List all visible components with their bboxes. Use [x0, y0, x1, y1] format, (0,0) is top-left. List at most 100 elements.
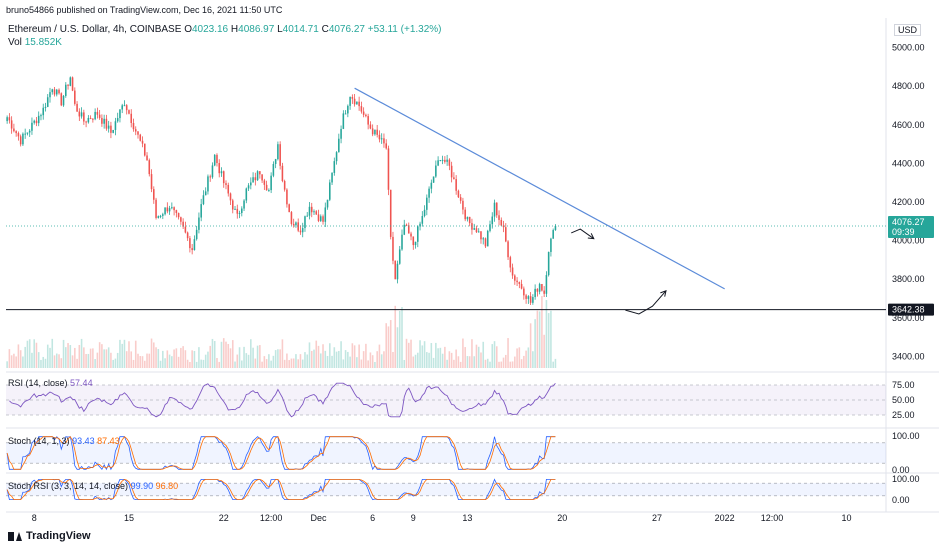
volume-bar: [155, 347, 157, 368]
candle-body: [380, 138, 383, 140]
candle-body: [103, 118, 105, 124]
volume-bar: [511, 361, 514, 368]
candle-body: [462, 200, 464, 210]
candle-body: [435, 165, 437, 177]
rsi-line: [9, 382, 556, 418]
candle-body: [130, 113, 133, 124]
volume-bar: [421, 345, 424, 368]
volume-bar: [125, 351, 128, 368]
currency-badge[interactable]: USD: [893, 24, 921, 36]
candle-body: [10, 120, 13, 129]
candle-body: [137, 131, 139, 135]
candle-body: [229, 193, 232, 201]
candle-body: [500, 219, 503, 226]
candle-body: [331, 172, 333, 183]
volume-bar: [216, 357, 218, 368]
volume-bar: [444, 346, 446, 368]
candle-body: [46, 97, 49, 107]
volume-bar: [477, 346, 480, 368]
candle-body: [49, 92, 51, 98]
volume-bar: [71, 355, 74, 368]
candle-body: [365, 114, 367, 117]
stoch-legend: Stoch (14, 1, 3) 93.43 87.43: [8, 436, 120, 446]
volume-bar: [58, 354, 60, 368]
candle-body: [265, 184, 268, 191]
candle-body: [371, 128, 374, 135]
candle-body: [222, 171, 225, 184]
volume-bar: [426, 352, 428, 368]
volume-bar: [475, 344, 478, 368]
volume-bar: [448, 351, 451, 368]
candle-body: [150, 174, 153, 190]
candle-body: [270, 175, 272, 191]
candle-body: [175, 210, 178, 213]
stoch-axis-label: 0.00: [892, 465, 910, 475]
volume-bar: [220, 341, 223, 368]
volume-bar: [489, 361, 491, 368]
arrow-up-arrowhead: [660, 290, 667, 297]
candle-body: [209, 176, 211, 178]
volume-bar: [417, 352, 419, 368]
x-tick-label: 10: [842, 513, 852, 523]
candle-body: [105, 118, 108, 129]
volume-bar: [130, 351, 133, 368]
volume-bar: [383, 351, 385, 368]
volume-bar: [292, 358, 295, 368]
candle-body: [426, 197, 428, 210]
volume-bar: [265, 359, 268, 368]
change-value: +53.11 (+1.32%): [367, 24, 442, 35]
candle-body: [277, 144, 279, 160]
volume-bar: [505, 354, 507, 368]
volume-bar: [146, 353, 148, 368]
stoch-axis-label: 100.00: [892, 431, 920, 441]
candle-body: [6, 117, 8, 122]
candle-body: [306, 215, 309, 217]
candle-body: [529, 296, 532, 303]
candle-body: [448, 159, 451, 166]
candle-body: [322, 216, 324, 222]
volume-bar: [250, 339, 252, 368]
candle-body: [288, 204, 290, 213]
candle-body: [295, 222, 297, 226]
volume-bar: [98, 342, 101, 368]
volume-bar: [286, 353, 288, 368]
candle-body: [338, 138, 340, 153]
volume-bar: [342, 359, 345, 368]
open-value: 4023.16: [191, 24, 229, 35]
volume-bar: [495, 346, 498, 368]
candle-body: [207, 176, 209, 192]
x-tick-label: Dec: [311, 513, 328, 523]
volume-bar: [8, 349, 11, 368]
candle-body: [101, 117, 103, 124]
tradingview-logo[interactable]: TradingView: [8, 530, 91, 542]
candle-body: [547, 251, 550, 276]
volume-bar: [322, 344, 324, 368]
volume-bar: [518, 347, 521, 368]
volume-bar: [22, 356, 24, 368]
candle-body: [283, 181, 286, 190]
volume-bar: [229, 348, 232, 368]
volume-bar: [55, 353, 58, 368]
candle-body: [459, 197, 462, 201]
volume-bar: [333, 347, 336, 368]
candle-body: [268, 190, 270, 192]
candle-body: [128, 110, 130, 114]
candle-body: [132, 123, 135, 130]
y-tick-label: 4400.00: [892, 158, 925, 168]
candle-body: [326, 199, 329, 208]
volume-bar: [290, 358, 293, 368]
candle-body: [58, 89, 60, 94]
symbol-name: Ethereum / U.S. Dollar, 4h, COINBASE: [8, 24, 182, 35]
volume-bar: [398, 310, 401, 368]
volume-bar: [502, 357, 505, 368]
candle-body: [67, 84, 69, 86]
candle-body: [286, 189, 288, 205]
volume-bar: [141, 356, 144, 368]
candle-body: [527, 296, 530, 299]
candle-body: [33, 120, 35, 123]
volume-bar: [441, 353, 444, 368]
candle-body: [344, 113, 347, 115]
volume-bar: [491, 344, 494, 368]
candle-body: [89, 117, 92, 119]
